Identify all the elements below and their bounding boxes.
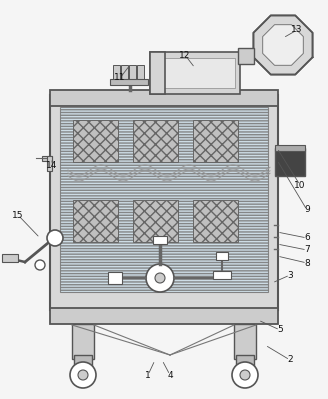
Bar: [60, 107, 268, 292]
Text: 12: 12: [179, 51, 191, 59]
Bar: [129, 65, 136, 81]
Bar: [47, 156, 52, 171]
Bar: [150, 52, 165, 94]
Bar: [110, 79, 148, 85]
Bar: [73, 120, 118, 162]
Bar: [236, 355, 254, 367]
Polygon shape: [263, 25, 303, 65]
Text: 13: 13: [291, 26, 303, 34]
Bar: [213, 271, 231, 279]
Bar: [137, 65, 144, 81]
Bar: [193, 120, 238, 162]
Circle shape: [35, 260, 45, 270]
Polygon shape: [254, 16, 313, 75]
Text: 2: 2: [287, 356, 293, 365]
Bar: [155, 58, 235, 88]
Text: 10: 10: [294, 180, 306, 190]
Text: 5: 5: [277, 326, 283, 334]
Bar: [234, 324, 256, 359]
Text: 3: 3: [287, 271, 293, 280]
Bar: [113, 65, 120, 81]
Bar: [153, 236, 167, 244]
Bar: [193, 200, 238, 242]
Bar: [72, 324, 94, 359]
Bar: [238, 48, 254, 64]
Circle shape: [78, 370, 88, 380]
Bar: [42, 156, 52, 161]
Text: 4: 4: [167, 371, 173, 379]
Bar: [275, 148, 305, 176]
Circle shape: [70, 362, 96, 388]
Text: 7: 7: [304, 245, 310, 255]
Text: 11: 11: [114, 73, 126, 83]
Text: 8: 8: [304, 259, 310, 267]
Text: 9: 9: [304, 205, 310, 215]
Bar: [275, 145, 305, 151]
Circle shape: [146, 264, 174, 292]
Circle shape: [240, 370, 250, 380]
Circle shape: [47, 230, 63, 246]
Bar: [50, 95, 278, 310]
Bar: [50, 308, 278, 324]
Bar: [133, 120, 178, 162]
Bar: [133, 200, 178, 242]
Text: 6: 6: [304, 233, 310, 243]
Bar: [73, 200, 118, 242]
Bar: [50, 90, 278, 106]
Bar: [216, 252, 228, 260]
Text: 15: 15: [12, 211, 24, 219]
Bar: [121, 65, 128, 81]
Text: 1: 1: [145, 371, 151, 379]
Circle shape: [232, 362, 258, 388]
Circle shape: [155, 273, 165, 283]
Bar: [108, 272, 122, 284]
Text: 14: 14: [46, 160, 58, 170]
Bar: [74, 355, 92, 367]
Bar: [150, 52, 240, 94]
Bar: [2, 254, 18, 262]
